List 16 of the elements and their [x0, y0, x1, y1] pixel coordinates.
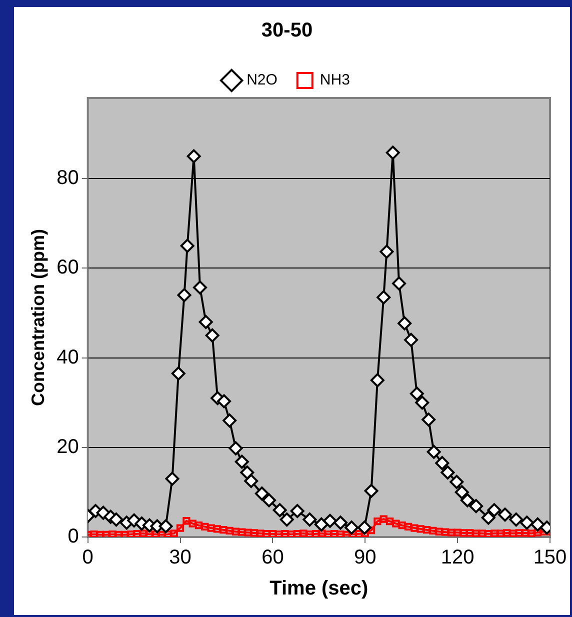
y-tick-label: 0 — [68, 526, 79, 548]
x-axis-title: Time (sec) — [270, 578, 368, 600]
x-tick-label: 0 — [82, 546, 94, 569]
chart-title: 30-50 — [261, 20, 313, 42]
y-tick-label: 60 — [56, 256, 79, 279]
legend-label: N2O — [246, 72, 278, 89]
x-tick-label: 150 — [533, 546, 567, 569]
y-axis-title: Concentration (ppm) — [28, 229, 48, 406]
y-tick-label: 20 — [56, 436, 79, 458]
y-tick-label: 80 — [56, 167, 79, 190]
x-tick-label: 120 — [440, 546, 474, 569]
x-tick-label: 90 — [354, 546, 376, 569]
x-tick-label: 60 — [262, 546, 284, 569]
legend-label: NH3 — [320, 72, 350, 89]
y-tick-label: 40 — [56, 346, 79, 368]
x-tick-label: 30 — [169, 546, 192, 569]
